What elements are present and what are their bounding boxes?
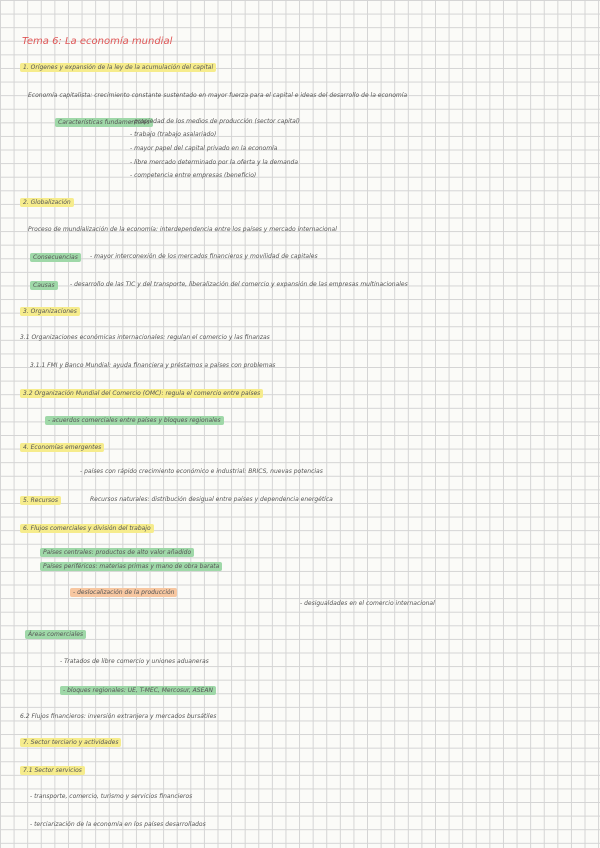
line: Recursos naturales: distribución desigua… <box>90 496 333 503</box>
line: - acuerdos comerciales entre países y bl… <box>45 416 224 425</box>
line: Economía capitalista: crecimiento consta… <box>28 92 408 99</box>
line: Áreas comerciales <box>25 630 87 639</box>
line: - competencia entre empresas (beneficio) <box>130 172 257 179</box>
line: Consecuencias <box>30 253 81 262</box>
line: - desarrollo de las TIC y del transporte… <box>70 281 408 288</box>
line: - mayor interconexión de los mercados fi… <box>90 253 318 260</box>
line: - deslocalización de la producción <box>70 588 178 597</box>
line: - libre mercado determinado por la ofert… <box>130 159 299 166</box>
title: Tema 6: La economía mundial <box>22 36 173 47</box>
heading: 3. Organizaciones <box>20 307 80 316</box>
line: 7.1 Sector servicios <box>20 766 85 775</box>
line: - desigualdades en el comercio internaci… <box>300 600 435 607</box>
line: 6.2 Flujos financieros: inversión extran… <box>20 713 217 720</box>
heading: 6. Flujos comerciales y división del tra… <box>20 524 154 533</box>
line: - países con rápido crecimiento económic… <box>80 468 323 475</box>
line: - trabajo (trabajo asalariado) <box>130 131 217 138</box>
heading: 7. Sector terciario y actividades <box>20 738 122 747</box>
line: - Tratados de libre comercio y uniones a… <box>60 658 209 665</box>
heading: 5. Recursos <box>20 496 61 505</box>
line: - mayor papel del capital privado en la … <box>130 145 278 152</box>
line: Características fundamentales <box>55 118 153 127</box>
line: Causas <box>30 281 58 290</box>
line: Proceso de mundialización de la economía… <box>28 226 337 233</box>
line: - propiedad de los medios de producción … <box>130 118 300 125</box>
heading: 1. Orígenes y expansión de la ley de la … <box>20 63 217 72</box>
heading: 4. Economías emergentes <box>20 443 105 452</box>
line: 3.1.1 FMI y Banco Mundial: ayuda financi… <box>30 362 276 369</box>
line: - transporte, comercio, turismo y servic… <box>30 793 193 800</box>
line: Países periféricos: materias primas y ma… <box>40 562 223 571</box>
line: - terciarización de la economía en los p… <box>30 821 206 828</box>
heading: 2. Globalización <box>20 198 74 207</box>
line: - bloques regionales: UE, T-MEC, Mercosu… <box>60 686 216 695</box>
line: Países centrales: productos de alto valo… <box>40 548 195 557</box>
line: 3.2 Organización Mundial del Comercio (O… <box>20 389 264 398</box>
line: 3.1 Organizaciones económicas internacio… <box>20 334 270 341</box>
